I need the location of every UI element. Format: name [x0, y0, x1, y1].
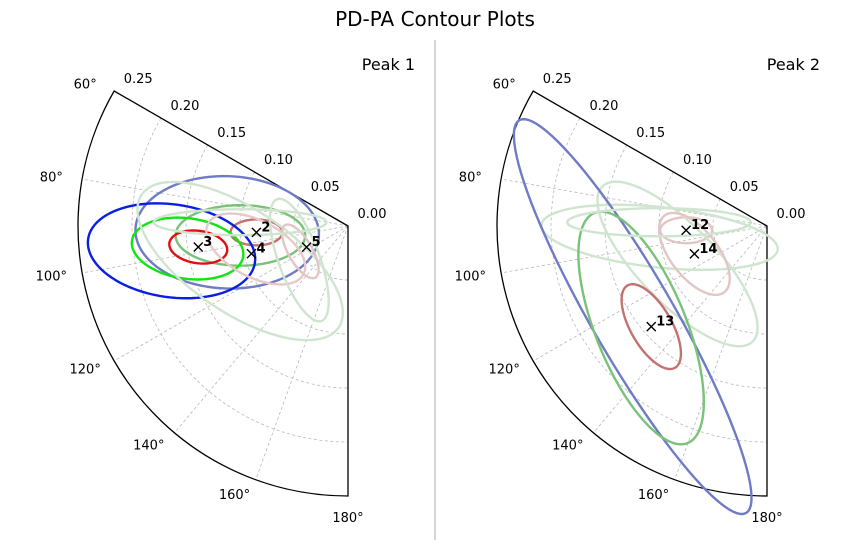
angular-gridline	[593, 225, 768, 434]
polar-panel-peak-2: Peak 2 12 13 14 60° 80° 100° 120° 140° 160° 180° 0.…	[455, 55, 820, 526]
r-tick-label: 0.05	[311, 180, 340, 195]
polar-frame	[496, 90, 768, 497]
r-tick-label: 0.25	[543, 72, 572, 87]
radial-gridline	[658, 171, 768, 335]
contour-line	[136, 180, 344, 342]
theta-tick-label: 140°	[133, 438, 164, 453]
point-label: 14	[699, 242, 717, 257]
r-tick-label: 0.15	[217, 126, 246, 141]
contour-line	[86, 202, 257, 300]
theta-tick-label: 180°	[332, 511, 363, 526]
contour-line	[657, 211, 731, 297]
contour-line	[205, 212, 307, 286]
theta-tick-label: 160°	[638, 488, 669, 503]
contour-line	[268, 197, 330, 323]
theta-tick-label: 100°	[36, 269, 67, 284]
panel-title: Peak 2	[767, 55, 820, 74]
r-tick-label: 0.15	[636, 126, 665, 141]
contour-line	[280, 223, 320, 280]
theta-tick-label: 80°	[40, 171, 63, 186]
angular-gridline	[255, 225, 349, 480]
theta-tick-label: 120°	[70, 363, 101, 378]
contour-line	[130, 216, 245, 281]
r-tick-label: 0.25	[124, 72, 153, 87]
panel-title: Peak 1	[362, 55, 415, 74]
radial-gridline	[131, 117, 349, 443]
point-marker	[246, 248, 257, 259]
contour-line	[152, 208, 328, 237]
radial-gridline	[239, 171, 349, 335]
point-label: 2	[261, 220, 270, 235]
theta-tick-label: 160°	[219, 488, 250, 503]
angular-gridline	[501, 225, 768, 274]
r-tick-label: 0.10	[264, 153, 293, 168]
r-tick-label: 0.05	[730, 180, 759, 195]
point-marker	[193, 242, 204, 253]
theta-tick-label: 60°	[493, 78, 516, 93]
r-tick-label: 0.20	[170, 99, 199, 114]
angular-gridline	[674, 225, 768, 480]
radial-gridline	[185, 144, 349, 389]
theta-tick-label: 180°	[751, 511, 782, 526]
point-label: 3	[203, 235, 212, 250]
r-tick-label: 0.00	[358, 207, 387, 222]
r-tick-label: 0.10	[683, 153, 712, 168]
point-label: 12	[691, 218, 709, 233]
point-label: 5	[312, 235, 321, 250]
point-marker	[301, 242, 312, 253]
polar-frame	[77, 90, 349, 497]
point-marker	[646, 321, 657, 332]
theta-tick-label: 120°	[489, 363, 520, 378]
contour-line	[512, 117, 753, 516]
theta-tick-label: 100°	[455, 269, 486, 284]
theta-tick-label: 80°	[459, 171, 482, 186]
r-tick-label: 0.00	[777, 207, 806, 222]
contour-line	[596, 180, 759, 348]
theta-tick-label: 60°	[74, 78, 97, 93]
point-label: 13	[656, 315, 674, 330]
point-marker	[251, 227, 262, 238]
r-tick-label: 0.20	[589, 99, 618, 114]
point-marker	[681, 225, 692, 236]
figure-title: PD-PA Contour Plots	[335, 7, 535, 31]
contour-line	[620, 283, 683, 371]
point-marker	[689, 248, 700, 259]
theta-tick-label: 140°	[552, 438, 583, 453]
angular-gridline	[82, 178, 349, 227]
angular-gridline	[113, 225, 349, 362]
contour-line	[566, 206, 753, 238]
point-label: 4	[256, 242, 265, 257]
polar-panel-peak-1: Peak 1 2 3 4 5 60° 80° 100° 120° 140° 160° 180° 0.00…	[36, 55, 415, 526]
